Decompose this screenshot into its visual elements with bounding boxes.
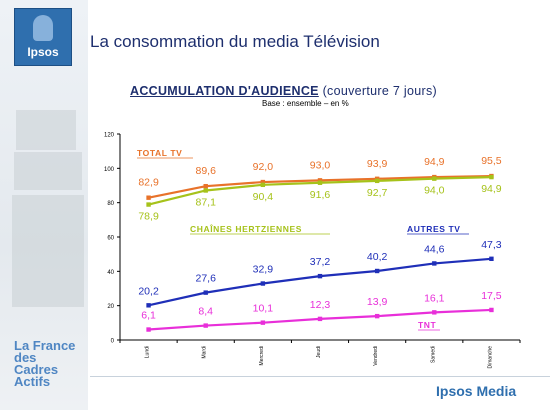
- data-point: [317, 316, 323, 322]
- left-sidebar: Ipsos La France des Cadres Actifs: [0, 0, 88, 410]
- x-tick-label: Vendredi: [373, 346, 379, 366]
- y-tick-label: 40: [107, 270, 114, 276]
- data-label: 78,9: [138, 211, 159, 223]
- series-name-label: AUTRES TV: [407, 224, 461, 234]
- x-tick-label: Dimanche: [487, 346, 493, 369]
- data-point: [146, 195, 151, 200]
- data-label: 93,0: [310, 159, 331, 171]
- brand-line: Actifs: [14, 374, 51, 389]
- data-label: 27,6: [195, 273, 216, 285]
- data-point: [317, 180, 323, 185]
- data-point: [260, 179, 266, 185]
- brand-line: La France: [14, 338, 76, 353]
- data-label: 94,9: [424, 156, 445, 168]
- data-label: 90,4: [253, 191, 274, 203]
- data-label: 10,1: [253, 303, 274, 315]
- data-label: 87,1: [195, 196, 216, 208]
- y-tick-label: 80: [107, 201, 114, 207]
- data-label: 95,5: [481, 155, 502, 167]
- data-point: [374, 178, 380, 184]
- brand-line: des Cadres: [14, 350, 59, 377]
- sidebar-brand: La France des Cadres Actifs: [14, 338, 84, 389]
- data-point: [432, 176, 437, 181]
- data-label: 12,3: [310, 299, 331, 311]
- data-label: 13,9: [367, 296, 388, 308]
- data-label: 17,5: [481, 290, 502, 302]
- chart-subtitle: Base : ensemble – en %: [262, 99, 349, 108]
- y-tick-label: 0: [111, 339, 115, 345]
- data-point: [489, 307, 494, 313]
- data-point: [317, 178, 323, 183]
- data-label: 40,2: [367, 251, 388, 263]
- data-label: 16,1: [424, 292, 445, 304]
- data-label: 94,9: [481, 183, 502, 195]
- y-tick-label: 60: [107, 236, 114, 242]
- data-point: [146, 202, 151, 207]
- series-name-label: CHAÎNES HERTZIENNES: [190, 223, 302, 234]
- data-point: [317, 273, 323, 279]
- data-point: [203, 183, 208, 189]
- data-point: [260, 281, 266, 286]
- figure-icon: [33, 15, 53, 41]
- data-label: 94,0: [424, 185, 445, 197]
- data-label: 82,9: [138, 177, 159, 189]
- data-point: [374, 268, 380, 274]
- footer-logo: Ipsos Media: [436, 383, 517, 399]
- data-point: [489, 174, 494, 180]
- ipsos-logo: Ipsos: [14, 8, 72, 66]
- y-tick-label: 20: [107, 304, 114, 310]
- x-tick-label: Lundi: [145, 346, 151, 358]
- data-label: 20,2: [138, 285, 159, 297]
- series-name-label: TOTAL TV: [137, 148, 182, 158]
- data-point: [146, 327, 151, 332]
- page-title: La consommation du media Télévision: [90, 32, 380, 51]
- data-point: [432, 261, 437, 266]
- logo-text: Ipsos: [27, 45, 59, 59]
- x-tick-label: Mardi: [202, 346, 208, 359]
- decorative-photo: [12, 195, 84, 307]
- x-tick-label: Jeudi: [316, 346, 322, 358]
- data-label: 8,4: [198, 306, 213, 318]
- data-label: 92,7: [367, 187, 388, 199]
- chart-title-main: ACCUMULATION D'AUDIENCE: [130, 84, 319, 98]
- data-point: [374, 313, 380, 319]
- data-point: [260, 182, 266, 188]
- data-point: [203, 290, 208, 295]
- y-tick-label: 100: [104, 167, 115, 173]
- data-label: 93,9: [367, 158, 388, 170]
- x-tick-label: Mercredi: [259, 346, 265, 365]
- data-point: [203, 323, 208, 328]
- data-label: 92,0: [253, 161, 274, 173]
- data-label: 91,6: [310, 189, 331, 201]
- data-point: [260, 320, 266, 325]
- data-point: [146, 303, 151, 308]
- data-point: [203, 188, 208, 193]
- footer-divider: [90, 376, 550, 377]
- data-point: [432, 310, 437, 315]
- chart-title-suffix: (couverture 7 jours): [322, 84, 437, 98]
- data-label: 44,6: [424, 243, 445, 255]
- data-point: [489, 256, 494, 262]
- series-name-label: TNT: [418, 320, 437, 330]
- data-label: 6,1: [141, 310, 156, 322]
- data-label: 32,9: [253, 264, 274, 276]
- decorative-photo: [16, 110, 76, 150]
- x-tick-label: Samedi: [430, 346, 436, 363]
- data-label: 37,2: [310, 256, 331, 268]
- decorative-photo: [14, 152, 82, 190]
- data-label: 89,6: [195, 165, 216, 177]
- data-label: 47,3: [481, 239, 502, 251]
- y-tick-label: 120: [104, 133, 115, 139]
- chart-title: ACCUMULATION D'AUDIENCE (couverture 7 jo…: [130, 84, 437, 98]
